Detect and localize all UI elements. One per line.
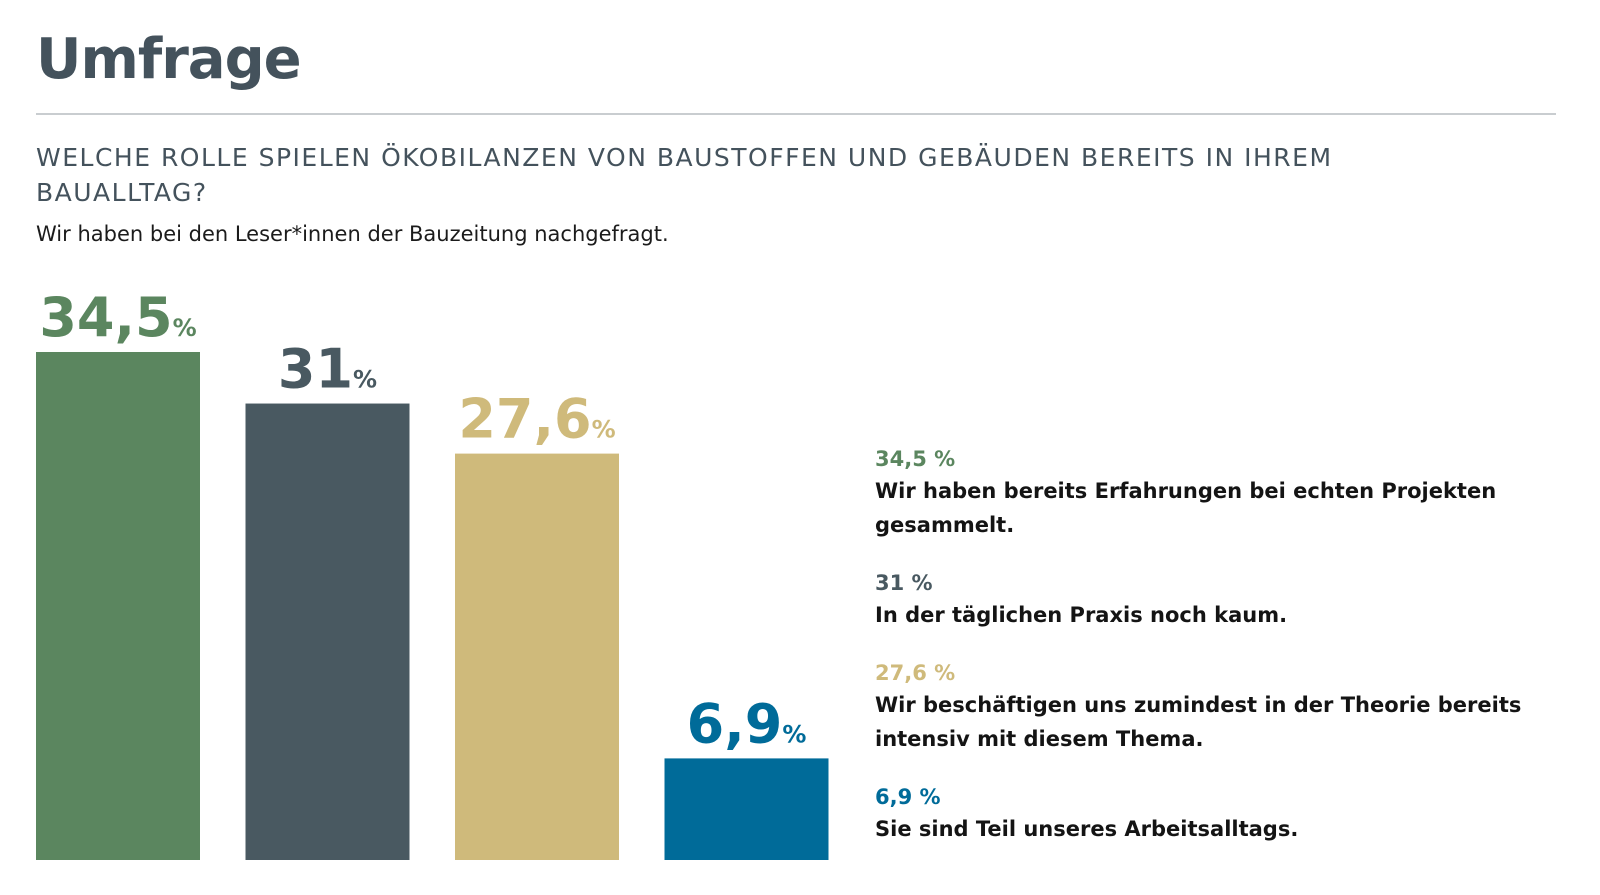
bar-value-label: 27,6% bbox=[458, 388, 615, 451]
legend-label: Sie sind Teil unseres Arbeitsalltags. bbox=[875, 817, 1299, 841]
legend-label: In der täglichen Praxis noch kaum. bbox=[875, 603, 1288, 627]
survey-subtitle: Wir haben bei den Leser*innen der Bauzei… bbox=[36, 222, 669, 246]
bar-value-label: 6,9% bbox=[687, 692, 807, 755]
legend-item: 34,5 % Wir haben bereits Erfahrungen bei… bbox=[875, 444, 1565, 542]
bar-value-label: 31% bbox=[278, 338, 377, 401]
legend-item: 6,9 % Sie sind Teil unseres Arbeitsallta… bbox=[875, 782, 1565, 846]
bar-4 bbox=[664, 758, 829, 860]
legend-value: 31 % bbox=[875, 571, 933, 595]
legend-item: 27,6 % Wir beschäftigen uns zumindest in… bbox=[875, 658, 1565, 756]
bar-chart: 34,5% 31% 27,6% 6,9% bbox=[36, 286, 829, 860]
legend-label: Wir beschäftigen uns zumindest in der Th… bbox=[875, 693, 1522, 751]
survey-question: WELCHE ROLLE SPIELEN ÖKOBILANZEN VON BAU… bbox=[36, 143, 1333, 207]
legend-label: Wir haben bereits Erfahrungen bei echten… bbox=[875, 479, 1497, 537]
bar-2 bbox=[245, 403, 410, 860]
page-title: Umfrage bbox=[36, 27, 302, 92]
bar-3 bbox=[455, 453, 619, 860]
bar-value-label: 34,5% bbox=[39, 286, 196, 349]
chart-legend: 34,5 % Wir haben bereits Erfahrungen bei… bbox=[875, 444, 1565, 846]
legend-value: 6,9 % bbox=[875, 785, 941, 809]
legend-value: 34,5 % bbox=[875, 447, 956, 471]
title-divider bbox=[36, 113, 1556, 115]
bar-1 bbox=[36, 352, 200, 860]
legend-item: 31 % In der täglichen Praxis noch kaum. bbox=[875, 568, 1565, 632]
legend-value: 27,6 % bbox=[875, 661, 956, 685]
